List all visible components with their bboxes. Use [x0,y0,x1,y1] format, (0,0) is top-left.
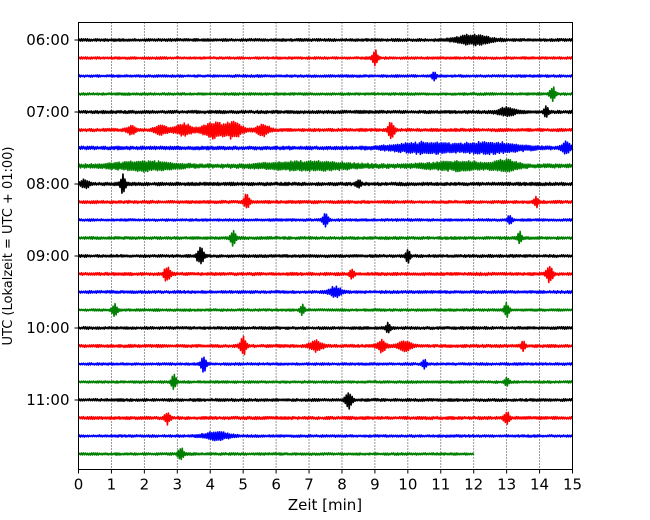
plot-frame [78,22,573,470]
trace-0815 [77,193,574,209]
x-tick-label-4: 4 [205,476,215,494]
x-tick-label-3: 3 [173,476,183,494]
trace-0800 [77,173,574,194]
y-tick-label-0900: 09:00 [26,247,69,265]
x-tick-label-5: 5 [238,476,248,494]
y-axis-ticks: 06:00 07:00 08:00 09:00 10:00 11:00 [26,31,79,409]
trace-0730 [77,140,574,156]
trace-0930 [77,285,574,299]
x-tick-label-10: 10 [398,476,417,494]
y-tick-label-1000: 10:00 [26,319,69,337]
x-tick-label-6: 6 [271,476,281,494]
trace-1000 [77,321,574,334]
traces-group [77,33,574,461]
x-tick-label-8: 8 [337,476,347,494]
plot-area [78,22,573,470]
x-tick-label-14: 14 [530,476,549,494]
trace-0600 [77,33,574,47]
x-tick-label-7: 7 [304,476,314,494]
x-tick-label-9: 9 [370,476,380,494]
y-tick-label-0800: 08:00 [26,175,69,193]
x-tick-label-13: 13 [497,476,516,494]
x-tick-label-2: 2 [140,476,150,494]
x-tick-label-12: 12 [464,476,483,494]
x-tick-label-1: 1 [107,476,117,494]
trace-1030 [77,356,574,373]
trace-0845 [77,229,574,247]
x-axis-ticks: 0 1 2 3 4 5 6 7 8 9 10 11 12 13 14 15 [74,469,582,494]
trace-0915 [77,265,574,284]
trace-0715 [77,120,574,140]
trace-1115 [77,411,574,426]
trace-1130 [77,431,574,442]
y-tick-label-0600: 06:00 [26,31,69,49]
trace-0745 [77,158,574,173]
x-axis-label: Zeit [min] [288,496,362,514]
trace-0630 [77,71,574,82]
y-tick-label-1100: 11:00 [26,391,69,409]
trace-0700 [77,105,574,118]
y-axis-label: UTC (Lokalzeit = UTC + 01:00) [1,147,16,346]
trace-1100 [77,392,574,410]
trace-1015 [77,335,574,356]
x-tick-label-11: 11 [431,476,450,494]
trace-0900 [77,246,574,265]
x-tick-label-0: 0 [74,476,84,494]
trace-0945 [77,301,574,318]
trace-0615 [77,49,574,67]
vertical-grid [111,22,540,470]
y-tick-label-0700: 07:00 [26,103,69,121]
x-tick-label-15: 15 [563,476,582,494]
trace-0830 [77,213,574,228]
trace-0645 [77,86,574,103]
trace-1045 [77,373,574,390]
trace-1145 [77,447,475,461]
